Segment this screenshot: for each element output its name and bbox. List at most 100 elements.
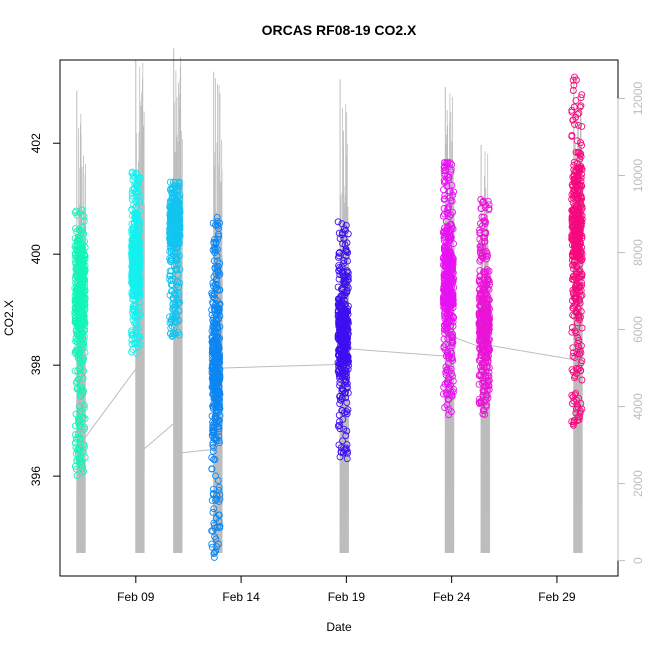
co2-point [447,408,455,416]
co2-point [210,391,217,399]
co2-point [209,447,217,455]
co2-point [577,192,585,200]
co2-point [341,272,349,279]
co2-point [78,359,85,366]
co2-point [477,205,485,213]
co2-point [214,235,222,243]
co2-point [571,73,578,81]
co2-point [481,238,488,245]
co2-point [210,323,218,331]
co2-point [574,366,582,373]
co2-point [215,341,223,349]
co2-point [573,205,581,213]
co2-point [214,221,221,229]
co2-point [175,179,183,187]
co2-point [72,465,80,473]
co2-point [335,318,343,326]
co2-point [479,341,487,349]
co2-point [208,496,216,504]
co2-point [334,283,342,291]
co2-point [570,397,578,405]
co2-point [174,192,182,200]
co2-point [476,257,484,265]
co2-point [478,359,486,367]
co2-point [175,317,183,325]
co2-point [341,301,349,308]
co2-point [215,307,223,315]
co2-point [131,313,139,321]
co2-point [440,205,448,212]
co2-point [213,213,221,221]
co2-point [72,241,80,249]
co2-point [344,276,352,284]
co2-point [343,408,351,416]
co2-point [128,330,136,338]
co2-point [75,349,83,357]
co2-point [210,235,218,243]
co2-point [215,497,223,505]
co2-point [448,339,456,347]
co2-point [134,256,142,264]
co2-point [214,328,222,336]
co2-point [440,344,448,352]
co2-point [337,311,345,319]
co2-point [213,523,221,531]
co2-point [214,367,222,375]
co2-point [447,165,455,173]
co2-point [136,310,144,318]
co2-point [136,246,144,254]
co2-point [478,379,486,387]
co2-point [481,302,489,310]
co2-point [442,389,450,397]
co2-point [128,340,136,348]
co2-point [77,345,85,353]
co2-point [445,352,453,360]
y-right-tick-label: 6000 [631,316,645,343]
co2-point [210,553,218,561]
co2-point [450,284,458,291]
co2-point [482,230,490,237]
altitude-connector [487,344,579,361]
co2-point [76,357,84,365]
co2-point [80,441,88,449]
co2-point [80,467,87,475]
co2-point [209,490,217,497]
co2-point [449,330,457,338]
co2-point [210,505,218,513]
co2-point [208,527,216,535]
co2-point [214,363,222,370]
co2-point [209,337,217,345]
co2-point [129,274,136,282]
co2-point [335,311,342,319]
co2-point [572,308,580,315]
co2-point [208,289,216,297]
co2-point [342,432,350,440]
co2-point [77,245,85,253]
co2-point [171,298,179,306]
co2-point [216,270,224,278]
co2-point [343,289,351,297]
co2-point [134,241,142,249]
y-right-tick-label: 8000 [631,239,645,266]
co2-point [575,248,583,256]
co2-point [342,446,350,454]
co2-point [447,211,455,219]
co2-point [441,162,449,170]
co2-point [485,296,493,304]
co2-point [576,409,584,417]
co2-point [577,164,585,172]
co2-point [129,306,137,313]
y-right-tick-label: 2000 [631,470,645,497]
co2-point [568,234,576,242]
co2-point [167,318,175,326]
co2-point [343,380,351,388]
co2-point [568,131,576,139]
co2-point [576,155,584,163]
co2-point [76,340,84,347]
co2-point [444,206,451,213]
co2-point [73,347,81,355]
co2-point [214,346,222,354]
co2-point [169,329,177,337]
co2-point [128,168,136,176]
co2-point [578,215,586,223]
